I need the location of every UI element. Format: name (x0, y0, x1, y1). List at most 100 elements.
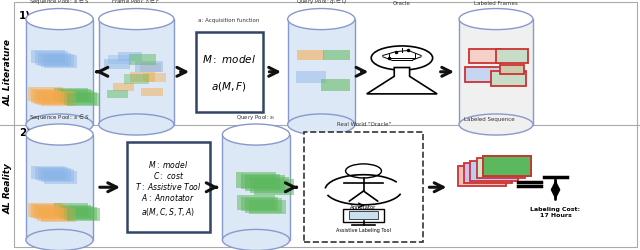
Text: 1): 1) (19, 11, 31, 21)
Bar (38, 168, 71, 181)
Text: Query Pool: $s_i$: Query Pool: $s_i$ (236, 112, 276, 121)
Bar (223, 135, 290, 240)
Bar (323, 50, 350, 61)
Circle shape (371, 47, 433, 71)
FancyBboxPatch shape (196, 32, 262, 112)
Text: Annotator: Annotator (350, 204, 377, 209)
Bar (64, 92, 97, 105)
Bar (130, 72, 156, 83)
Text: Oracle: Oracle (393, 1, 411, 6)
Text: $C:$ cost: $C:$ cost (153, 170, 184, 180)
Ellipse shape (26, 10, 93, 30)
Bar (58, 205, 91, 218)
Text: $M:$ model: $M:$ model (148, 158, 188, 169)
Bar (245, 198, 282, 213)
Bar (54, 204, 88, 216)
Bar (254, 179, 294, 195)
Bar (31, 166, 65, 179)
Text: a: Acquisition function: a: Acquisition function (198, 18, 260, 22)
Bar (135, 62, 163, 73)
Bar (236, 172, 276, 188)
Bar (41, 93, 76, 107)
Bar (28, 88, 63, 102)
Bar (477, 159, 525, 179)
Bar (99, 20, 174, 125)
Bar (28, 203, 63, 217)
Bar (459, 20, 533, 125)
Bar (44, 56, 77, 69)
Bar (31, 51, 65, 64)
Bar (41, 55, 74, 68)
Bar (124, 75, 149, 85)
Text: Labeled Frames: Labeled Frames (474, 1, 518, 6)
Bar (296, 72, 326, 84)
Bar (108, 56, 132, 65)
FancyBboxPatch shape (127, 142, 210, 233)
Bar (67, 94, 100, 106)
Text: Sequence Pool: $s_i \in S$: Sequence Pool: $s_i \in S$ (29, 111, 90, 121)
Text: $a(M,C,S,T,A)$: $a(M,C,S,T,A)$ (141, 205, 195, 217)
Bar (458, 166, 506, 186)
Bar (64, 207, 97, 220)
Bar (249, 200, 286, 214)
Bar (237, 195, 275, 210)
Bar (31, 204, 67, 218)
Ellipse shape (26, 114, 93, 136)
Bar (118, 53, 141, 62)
Ellipse shape (223, 230, 290, 250)
Bar (464, 164, 512, 184)
Bar (491, 72, 526, 86)
Bar (26, 135, 93, 240)
Bar (38, 92, 73, 106)
Text: 17 Hours: 17 Hours (540, 212, 572, 218)
Text: Labeled Sequence: Labeled Sequence (464, 116, 515, 121)
Bar (250, 178, 289, 193)
Polygon shape (367, 68, 437, 94)
Text: $T:$ Assistive Tool: $T:$ Assistive Tool (135, 180, 202, 191)
Ellipse shape (26, 124, 93, 146)
Bar (496, 50, 528, 64)
Bar (67, 208, 100, 222)
FancyBboxPatch shape (343, 210, 384, 222)
Text: Real World "Oracle": Real World "Oracle" (337, 121, 390, 126)
Bar (321, 80, 350, 91)
Bar (470, 161, 518, 181)
Ellipse shape (223, 124, 290, 146)
Bar (241, 174, 280, 190)
Circle shape (346, 164, 381, 178)
Text: Query Pool: $q_i \in Q$: Query Pool: $q_i \in Q$ (296, 0, 347, 6)
Bar (483, 156, 531, 176)
Text: Assistive Labeling Tool: Assistive Labeling Tool (336, 228, 391, 232)
Bar (26, 20, 93, 125)
Bar (245, 176, 285, 191)
Ellipse shape (287, 10, 355, 30)
FancyBboxPatch shape (304, 132, 422, 242)
Bar (35, 206, 70, 220)
Bar (61, 91, 94, 104)
Bar (469, 50, 501, 64)
Text: Frame Pool: $f_i \in F$: Frame Pool: $f_i \in F$ (111, 0, 161, 6)
Text: Labeling Cost:: Labeling Cost: (531, 206, 580, 211)
Bar (54, 88, 88, 102)
Bar (141, 88, 163, 97)
Bar (41, 208, 76, 222)
Bar (107, 91, 127, 99)
Ellipse shape (26, 230, 93, 250)
Ellipse shape (459, 10, 533, 30)
Bar (483, 156, 531, 176)
Text: $M:$ model: $M:$ model (202, 53, 256, 65)
Bar (500, 66, 524, 75)
Text: AL Literature: AL Literature (4, 39, 13, 106)
Ellipse shape (99, 10, 174, 30)
Bar (61, 206, 94, 219)
Ellipse shape (99, 114, 174, 136)
Bar (58, 90, 91, 103)
Text: $a(M,F)$: $a(M,F)$ (211, 80, 247, 93)
Bar (140, 64, 161, 72)
Text: 2): 2) (19, 128, 31, 138)
Bar (41, 170, 74, 183)
Bar (104, 60, 130, 70)
Bar (31, 89, 67, 103)
Bar (35, 167, 68, 180)
Ellipse shape (287, 114, 355, 136)
